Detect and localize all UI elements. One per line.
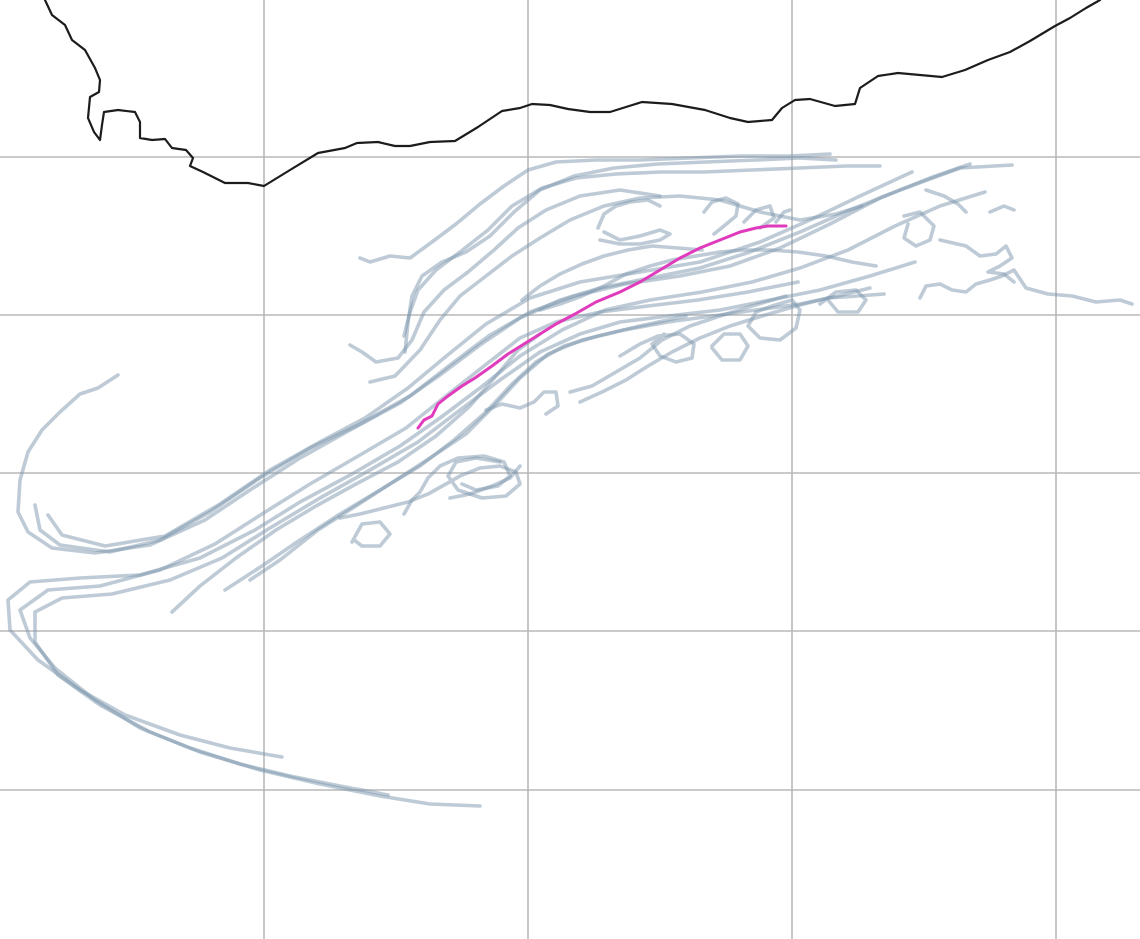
ensemble-track: [924, 188, 968, 214]
ensemble-track: [18, 280, 800, 797]
ensemble-track: [538, 248, 878, 312]
ensemble-track: [484, 390, 560, 416]
ensemble-track: [403, 156, 838, 354]
ensemble-track: [918, 268, 1134, 306]
ensemble-track: [596, 198, 662, 230]
ensemble-track: [448, 464, 522, 500]
ensemble-track: [223, 314, 688, 592]
ensemble-track: [938, 238, 1016, 284]
ensemble-track: [358, 152, 832, 264]
ensemble-tracks: [6, 152, 1134, 808]
ensemble-track: [774, 208, 792, 224]
ensemble-track: [578, 292, 886, 404]
ensemble-track: [520, 244, 704, 302]
ensemble-track: [348, 188, 662, 364]
ensemble-track: [746, 298, 802, 342]
ensemble-track: [402, 164, 882, 338]
ensemble-track: [618, 332, 696, 364]
ensemble-track: [598, 228, 672, 246]
ensemble-track: [33, 162, 972, 554]
ensemble-track: [568, 294, 788, 394]
highlighted-track: [416, 224, 788, 430]
ensemble-track: [988, 204, 1016, 214]
ensemble-track: [170, 332, 542, 614]
ensemble-track: [6, 190, 987, 759]
coastline: [43, 0, 1102, 188]
ensemble-track: [350, 520, 392, 548]
ensemble-track: [702, 196, 740, 236]
ensemble-track: [902, 210, 936, 248]
ensemble-track: [46, 170, 914, 548]
ensemble-track: [710, 332, 750, 362]
ensemble-track: [742, 204, 776, 230]
ensemble-track: [818, 288, 868, 314]
